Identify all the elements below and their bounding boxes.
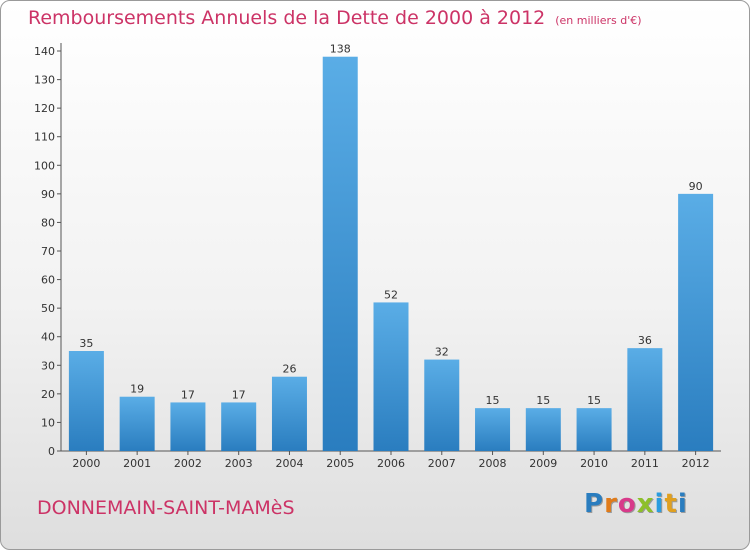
data-labels: 35 19 17 17 26 138 52 32 15 15 15 36 90 <box>79 43 702 407</box>
y-tick-label: 90 <box>41 188 55 201</box>
x-tick-label-2008: 2008 <box>479 457 507 470</box>
x-tick-label-2001: 2001 <box>123 457 151 470</box>
y-axis-ticks: 0 10 20 30 40 50 60 70 80 90 100 110 120 130 140 <box>34 45 61 458</box>
y-tick-label: 0 <box>48 445 55 458</box>
data-label-2000: 35 <box>79 337 93 350</box>
chart-title: Remboursements Annuels de la Dette de 20… <box>28 7 642 29</box>
data-label-2007: 32 <box>435 346 449 359</box>
chart-unit-label: (en milliers d'€) <box>555 14 642 27</box>
bar-2004 <box>271 376 307 451</box>
logo-letter: i <box>654 489 665 519</box>
y-tick-label: 130 <box>34 74 55 87</box>
y-tick-label: 50 <box>41 302 55 315</box>
y-tick-label: 40 <box>41 331 55 344</box>
y-tick-label: 30 <box>41 359 55 372</box>
chart-title-text: Remboursements Annuels de la Dette de 20… <box>28 7 546 29</box>
y-tick-label: 80 <box>41 216 55 229</box>
logo-letter: o <box>617 489 637 519</box>
x-tick-label-2002: 2002 <box>174 457 202 470</box>
logo-letter: i <box>677 489 688 519</box>
x-axis-ticks: 2000 2001 2002 2003 2004 2005 2006 2007 2008 2009… <box>72 451 710 470</box>
x-tick-label-2012: 2012 <box>682 457 710 470</box>
data-label-2006: 52 <box>384 288 398 301</box>
logo-letter: x <box>636 489 655 519</box>
data-label-2008: 15 <box>486 394 500 407</box>
y-tick-label: 140 <box>34 45 55 58</box>
data-label-2005: 138 <box>330 43 351 56</box>
x-tick-label-2000: 2000 <box>72 457 100 470</box>
bar-2011 <box>627 348 663 451</box>
bar-2009 <box>525 408 561 451</box>
bar-2000 <box>68 351 104 451</box>
logo-letter: P <box>584 489 605 519</box>
bar-2005 <box>322 56 358 451</box>
y-tick-label: 100 <box>34 159 55 172</box>
bars <box>68 56 714 451</box>
x-tick-label-2011: 2011 <box>631 457 659 470</box>
y-tick-label: 70 <box>41 245 55 258</box>
data-label-2003: 17 <box>232 388 246 401</box>
bar-2010 <box>576 408 612 451</box>
bar-2003 <box>221 402 257 451</box>
bar-2002 <box>170 402 206 451</box>
data-label-2010: 15 <box>587 394 601 407</box>
bar-2001 <box>119 396 155 451</box>
y-tick-label: 60 <box>41 274 55 287</box>
x-tick-label-2007: 2007 <box>428 457 456 470</box>
x-tick-label-2006: 2006 <box>377 457 405 470</box>
x-tick-label-2004: 2004 <box>275 457 303 470</box>
x-tick-label-2010: 2010 <box>580 457 608 470</box>
data-label-2009: 15 <box>536 394 550 407</box>
city-name: DONNEMAIN-SAINT-MAMèS <box>37 497 295 519</box>
logo-letter: r <box>604 489 618 519</box>
logo-letter: t <box>664 489 678 519</box>
bar-2008 <box>475 408 511 451</box>
y-tick-label: 110 <box>34 131 55 144</box>
bar-2006 <box>373 302 409 451</box>
bar-2007 <box>424 359 460 451</box>
y-tick-label: 10 <box>41 416 55 429</box>
data-label-2004: 26 <box>282 363 296 376</box>
data-label-2011: 36 <box>638 334 652 347</box>
x-tick-label-2005: 2005 <box>326 457 354 470</box>
y-tick-label: 20 <box>41 388 55 401</box>
y-tick-label: 120 <box>34 102 55 115</box>
x-tick-label-2009: 2009 <box>529 457 557 470</box>
data-label-2012: 90 <box>689 180 703 193</box>
data-label-2002: 17 <box>181 388 195 401</box>
proxiti-logo: Proxiti <box>584 489 688 519</box>
bar-2012 <box>678 193 714 451</box>
x-tick-label-2003: 2003 <box>225 457 253 470</box>
data-label-2001: 19 <box>130 383 144 396</box>
